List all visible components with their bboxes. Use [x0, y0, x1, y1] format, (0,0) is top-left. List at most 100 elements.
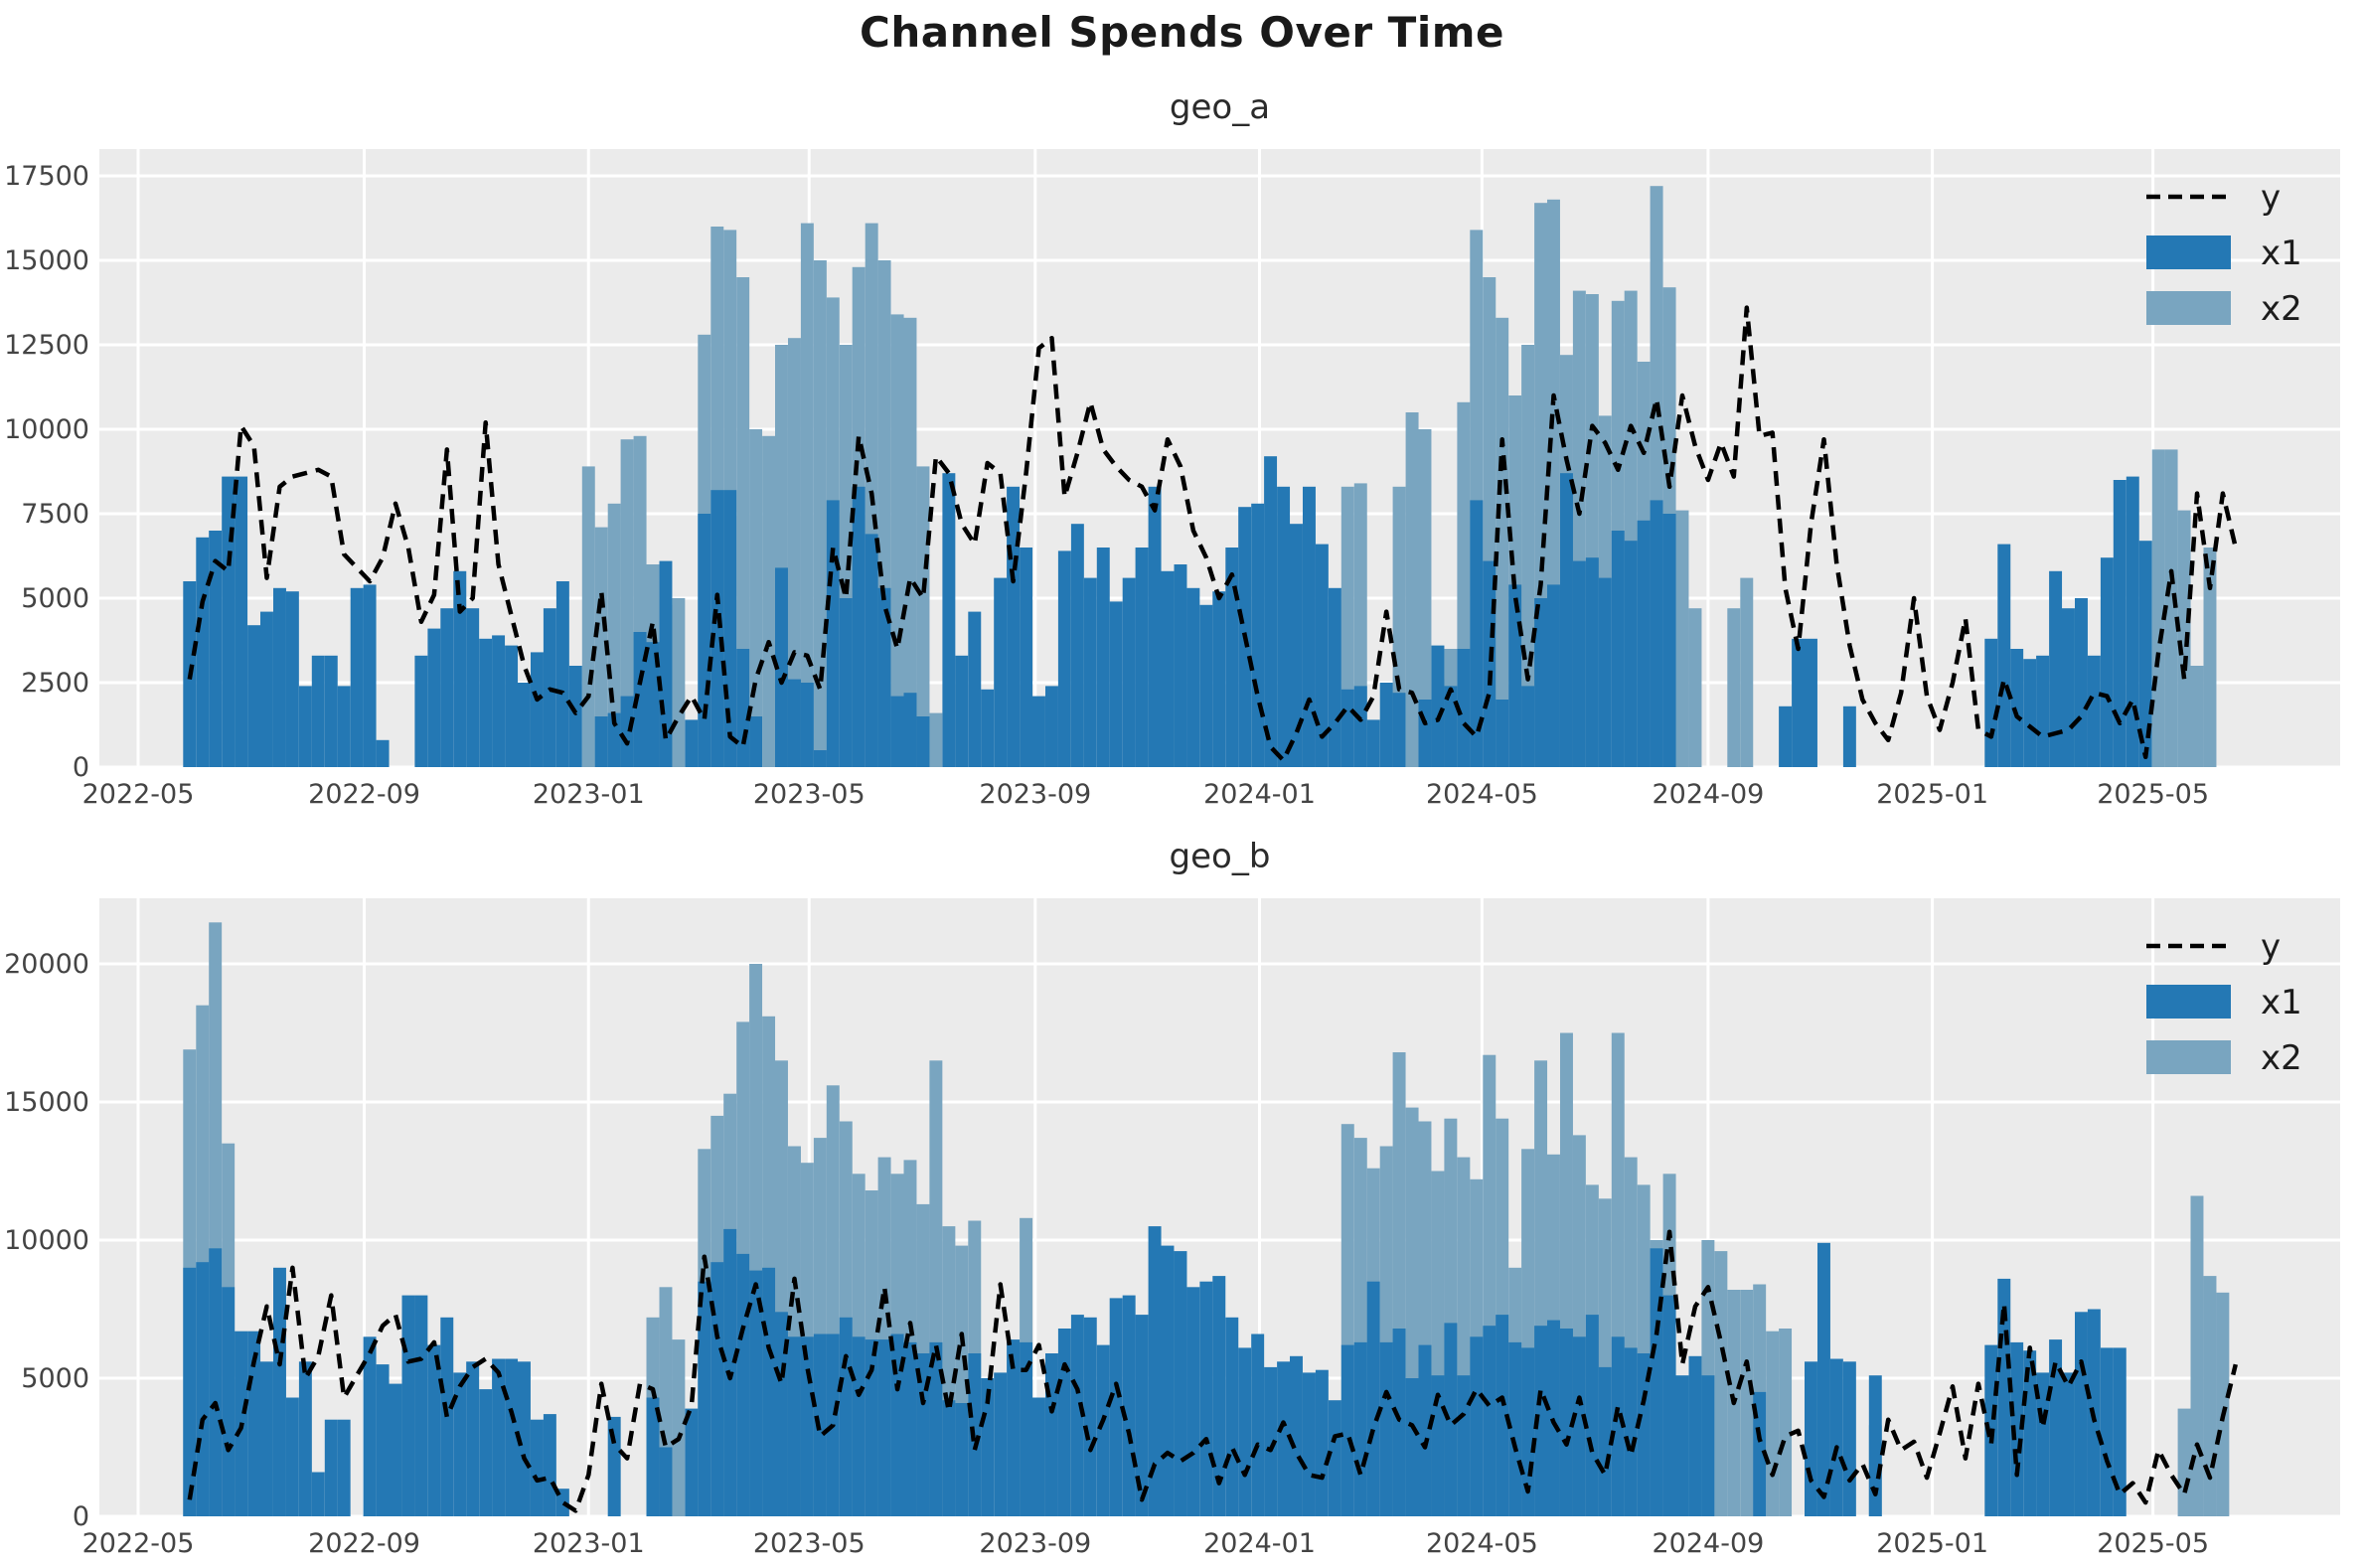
x1-bar: [1392, 1329, 1406, 1516]
x-axis-tick-label: 2023-01: [533, 779, 645, 810]
x1-bar: [2062, 1372, 2075, 1516]
legend-label-y: y: [2261, 178, 2281, 218]
x1-bar: [942, 1400, 956, 1516]
x1-bar: [620, 696, 634, 767]
x1-bar: [209, 531, 223, 767]
x1-bar: [1829, 1358, 1843, 1516]
x1-bar: [1585, 557, 1599, 767]
x1-bar: [492, 1358, 506, 1516]
x1-bar: [531, 1419, 544, 1516]
x1-bar: [1842, 706, 1856, 767]
x1-bar: [865, 1339, 878, 1516]
x2-bar: [1766, 1331, 1780, 1516]
x1-bar: [1805, 638, 1817, 767]
x1-bar: [260, 611, 273, 767]
x1-bar: [389, 1383, 402, 1516]
x1-bar: [775, 567, 788, 767]
x-axis-tick-label: 2023-05: [753, 779, 866, 810]
x1-bar: [1624, 1347, 1638, 1516]
x1-bar: [1779, 706, 1793, 767]
x1-bar: [1392, 693, 1406, 767]
x1-bar: [2023, 659, 2037, 767]
x1-bar: [1161, 570, 1175, 767]
y-axis-tick-label: 15000: [4, 1087, 89, 1118]
x1-bar: [1868, 1375, 1882, 1516]
x1-bar: [1470, 1336, 1484, 1516]
x1-bar: [1997, 544, 2011, 767]
x1-bar: [1070, 524, 1084, 767]
x2-bar: [581, 466, 595, 767]
x1-bar: [337, 686, 351, 767]
x1-bar: [1637, 520, 1651, 767]
x1-bar: [1238, 1347, 1252, 1516]
x2-bar: [929, 712, 943, 767]
x1-bar: [607, 1416, 621, 1516]
x1-bar: [2113, 480, 2127, 767]
x1-bar: [1547, 584, 1560, 767]
x1-bar: [685, 719, 699, 767]
y-line: [187, 1229, 2238, 1513]
x2-bar: [2164, 449, 2178, 767]
x1-bar: [1020, 548, 1033, 767]
legend-label-x1: x1: [2261, 234, 2302, 273]
x1-bar: [2138, 541, 2152, 767]
x1-bar: [183, 1267, 197, 1516]
x1-bar: [749, 1270, 763, 1516]
x1-bar: [1135, 1315, 1149, 1516]
x2-bar: [2177, 1408, 2191, 1516]
legend-label-x2: x2: [2261, 1038, 2302, 1078]
x1-bar: [222, 476, 236, 767]
x1-bar: [531, 652, 544, 767]
x1-bar: [298, 686, 312, 767]
x1-bar: [235, 476, 248, 767]
x1-bar: [1534, 1326, 1548, 1516]
x1-bar: [659, 560, 673, 767]
x1-bar: [994, 1372, 1008, 1516]
y-axis-tick-label: 10000: [4, 414, 89, 445]
x1-bar: [1264, 1366, 1278, 1516]
x1-bar: [1199, 1281, 1213, 1516]
x-axis-tick-label: 2024-01: [1203, 779, 1316, 810]
legend-label-y: y: [2261, 927, 2281, 967]
y-axis-tick-label: 12500: [4, 330, 89, 361]
x2-bar: [1714, 1251, 1728, 1516]
x1-bar: [311, 655, 325, 767]
x1-bar: [800, 683, 814, 767]
x1-bar: [2126, 476, 2139, 767]
x1-bar: [1277, 486, 1291, 767]
x1-bar: [994, 577, 1008, 767]
x1-bar: [505, 645, 519, 767]
x1-bar: [311, 1472, 325, 1516]
x1-bar: [607, 712, 621, 767]
x1-bar: [479, 1389, 493, 1516]
x1-bar: [1251, 1333, 1265, 1516]
x1-bar: [1418, 1344, 1432, 1516]
x1-bar: [1521, 686, 1535, 767]
x1-bar: [555, 581, 569, 767]
x1-bar: [1277, 1361, 1291, 1516]
x2-bar: [1688, 608, 1702, 767]
x1-bar: [273, 587, 286, 767]
x1-bar: [1174, 564, 1187, 767]
x1-bar: [929, 1341, 943, 1516]
x2-bar: [1727, 608, 1741, 767]
x2-bar: [1740, 1290, 1754, 1516]
x1-bar: [209, 1248, 223, 1516]
x1-bar: [659, 1447, 673, 1516]
x2-bar: [2216, 1292, 2230, 1516]
x1-bar: [376, 1364, 390, 1516]
x2-bar: [620, 439, 634, 767]
x-axis-tick-label: 2024-09: [1652, 1528, 1764, 1559]
x1-bar: [1083, 577, 1097, 767]
x1-bar: [1650, 500, 1663, 767]
x1-bar: [2049, 570, 2063, 767]
x1-bar: [890, 1333, 904, 1516]
x1-bar: [2075, 598, 2088, 767]
x1-bar: [955, 655, 969, 767]
x1-bar: [453, 1372, 467, 1516]
x2-bar: [1740, 577, 1754, 767]
x1-bar: [646, 1397, 660, 1516]
x2-bar: [749, 429, 763, 767]
x1-bar: [1431, 1375, 1445, 1516]
x1-bar: [1650, 1248, 1663, 1516]
